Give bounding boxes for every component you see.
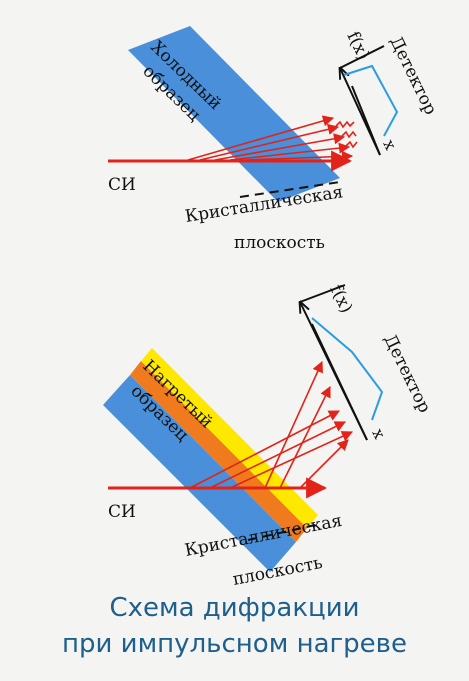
detector-label: Детектор xyxy=(380,331,435,416)
plane-label-line1: Кристаллическая xyxy=(184,182,345,227)
diffracted-beams xyxy=(187,115,358,162)
y-axis-label: f(x) xyxy=(343,28,374,63)
detector-curve xyxy=(343,64,399,137)
x-axis-label: x xyxy=(368,425,389,441)
detector-curve xyxy=(311,317,384,421)
source-label: СИ xyxy=(108,175,136,195)
cold-sample-layer xyxy=(103,375,296,572)
top-panel: Холодный образец СИ Кристаллическая плос… xyxy=(108,26,441,253)
x-axis-label: x xyxy=(379,136,400,152)
heated-core-layer xyxy=(130,361,307,542)
crystal-plane-line xyxy=(239,181,341,198)
bottom-panel: Нагретый образец СИ Кристаллическая плос… xyxy=(103,281,435,590)
source-label: СИ xyxy=(108,502,136,522)
plane-label-line2: плоскость xyxy=(234,233,325,253)
y-axis-label: f(x) xyxy=(326,281,357,316)
detector-axes xyxy=(340,45,385,156)
caption-line2: при импульсном нагреве xyxy=(62,629,407,659)
heated-surface-layer xyxy=(141,348,318,528)
diffracted-beams xyxy=(189,360,354,489)
detector-axes xyxy=(300,284,368,441)
caption-line1: Схема дифракции xyxy=(109,593,360,623)
crystal-plane-line xyxy=(247,523,321,541)
